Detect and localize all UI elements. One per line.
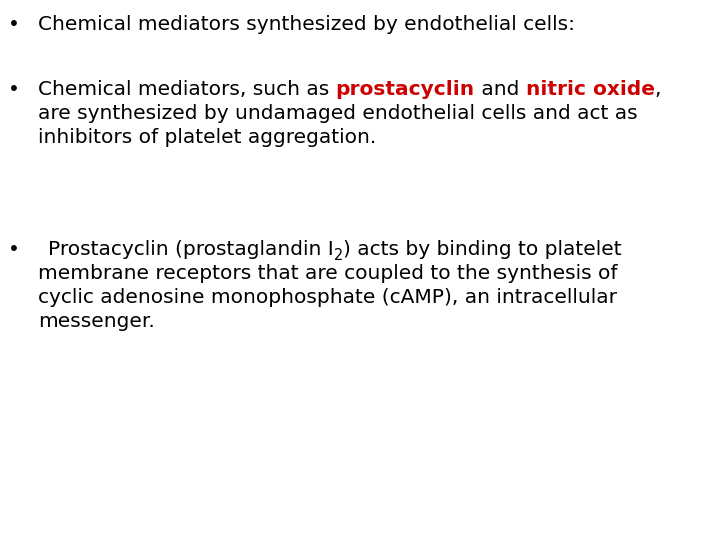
Text: nitric oxide: nitric oxide	[526, 80, 654, 99]
Text: are synthesized by undamaged endothelial cells and act as: are synthesized by undamaged endothelial…	[38, 104, 638, 123]
Text: •: •	[8, 240, 20, 259]
Text: inhibitors of platelet aggregation.: inhibitors of platelet aggregation.	[38, 128, 377, 147]
Text: membrane receptors that are coupled to the synthesis of: membrane receptors that are coupled to t…	[38, 264, 618, 283]
Text: ,: ,	[654, 80, 661, 99]
Text: •: •	[8, 80, 20, 99]
Text: 2: 2	[334, 248, 343, 263]
Text: ) acts by binding to platelet: ) acts by binding to platelet	[343, 240, 621, 259]
Text: messenger.: messenger.	[38, 312, 155, 331]
Text: Chemical mediators, such as: Chemical mediators, such as	[38, 80, 336, 99]
Text: prostacyclin: prostacyclin	[336, 80, 474, 99]
Text: Chemical mediators synthesized by endothelial cells:: Chemical mediators synthesized by endoth…	[38, 15, 575, 34]
Text: Prostacyclin (prostaglandin I: Prostacyclin (prostaglandin I	[48, 240, 334, 259]
Text: •: •	[8, 15, 20, 34]
Text: cyclic adenosine monophosphate (cAMP), an intracellular: cyclic adenosine monophosphate (cAMP), a…	[38, 288, 617, 307]
Text: and: and	[474, 80, 526, 99]
